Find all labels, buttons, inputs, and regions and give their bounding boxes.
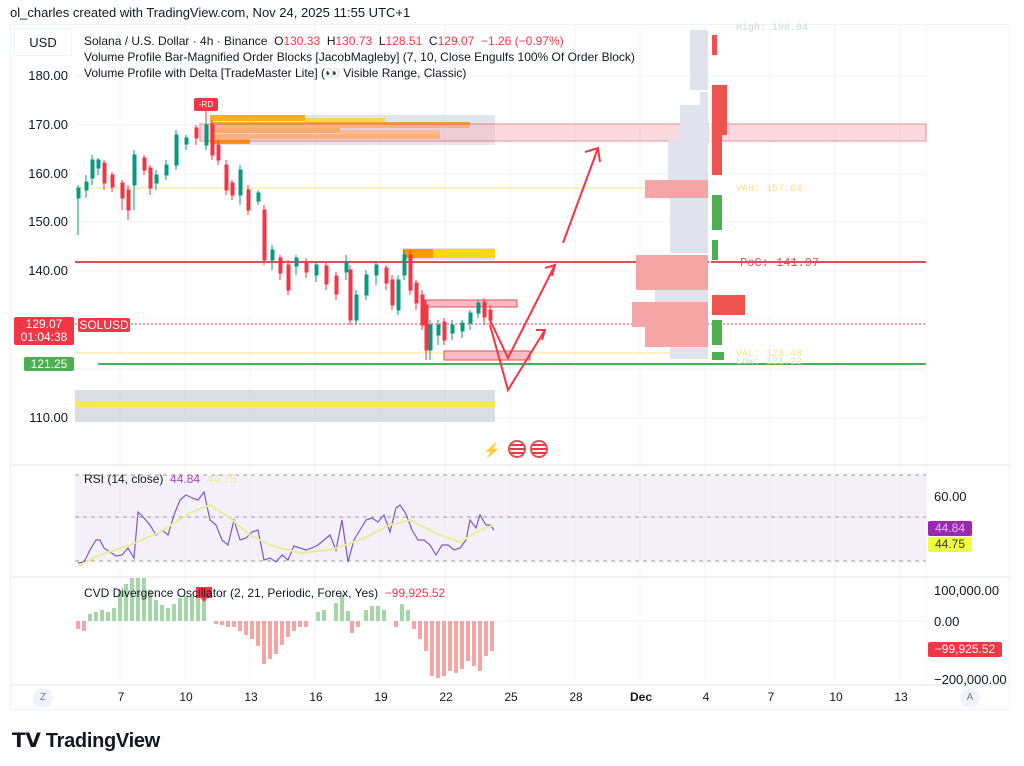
- tv-logo-icon: 𝗧𝗩: [12, 730, 46, 752]
- time-tick: 28: [569, 690, 583, 704]
- volume-delta: [712, 35, 745, 360]
- time-tick: 7: [117, 690, 125, 704]
- price-tick: 140.00: [28, 263, 68, 278]
- change-value: −1.26 (−0.97%): [480, 34, 564, 48]
- tradingview-logo: 𝗧𝗩 TradingView: [12, 730, 160, 752]
- rsi-axis-tick: 60.00: [934, 489, 967, 504]
- price-tick: 160.00: [28, 166, 68, 181]
- rsi-value: 44.84: [170, 472, 201, 486]
- vp-high-label: High: 190.04: [736, 22, 808, 34]
- cvd-axis-tick: 100,000.00: [934, 583, 1000, 598]
- time-tick: 7: [767, 690, 775, 704]
- rsi-value-tag: 44.84: [928, 521, 972, 536]
- price-tick: 150.00: [28, 214, 68, 229]
- ticker-tag: SOLUSD: [78, 318, 130, 332]
- symbol-title: Solana / U.S. Dollar · 4h · Binance: [84, 34, 268, 48]
- time-tick: 10: [179, 690, 193, 704]
- resistance-zone: [199, 123, 927, 142]
- cvd-divergence-marker: [196, 587, 212, 602]
- time-tick: 13: [894, 690, 908, 704]
- price-tick: 110.00: [29, 410, 68, 425]
- indicator-legend-2[interactable]: Volume Profile with Delta [TradeMaster L…: [84, 66, 467, 80]
- cvd-value-tag: −99,925.52: [928, 642, 1002, 657]
- cvd-legend[interactable]: CVD Divergence Oscillator (2, 21, Period…: [84, 586, 446, 600]
- rsi-ma-value: 44.75: [206, 472, 237, 486]
- symbol-legend[interactable]: Solana / U.S. Dollar · 4h · Binance O130…: [84, 34, 564, 48]
- candles: [76, 120, 493, 360]
- us-flag-event-icon[interactable]: [530, 440, 548, 458]
- cvd-axis-tick: 0.00: [934, 614, 960, 629]
- us-flag-event-icon[interactable]: [508, 440, 526, 458]
- price-tick: 170.00: [28, 117, 68, 132]
- rd-label-bg: [194, 98, 218, 111]
- time-tick: 25: [504, 690, 518, 704]
- demand-zone: [443, 350, 531, 361]
- price-tick: 180.00: [28, 68, 68, 83]
- rd-label: -RD: [198, 100, 214, 109]
- indicator-legend-1[interactable]: Volume Profile Bar-Magnified Order Block…: [84, 50, 635, 64]
- bar-countdown: 01:04:38: [20, 330, 68, 344]
- lightning-event-icon[interactable]: ⚡: [483, 442, 501, 458]
- rsi-line: [77, 490, 495, 564]
- chart-credit: ol_charles created with TradingView.com,…: [10, 5, 411, 20]
- time-tick: 16: [309, 690, 323, 704]
- vp-vah-label: VAH: 157.04: [736, 184, 802, 195]
- time-axis-left-button[interactable]: Z: [33, 688, 53, 708]
- rsi-legend[interactable]: RSI (14, close) 44.84 44.75: [84, 472, 237, 486]
- time-tick-month: Dec: [629, 690, 652, 704]
- cvd-value: −99,925.52: [384, 586, 446, 600]
- vp-low-label: Low: 121.22: [736, 357, 802, 368]
- rsi-ma-line: [77, 503, 495, 567]
- time-tick: 10: [829, 690, 843, 704]
- last-price-tag: 129.07 01:04:38: [14, 317, 74, 345]
- volume-profile: [632, 30, 708, 359]
- cvd-histogram: [75, 578, 926, 678]
- rsi-band: [75, 475, 926, 561]
- supply-zone: [424, 299, 518, 308]
- time-tick: 4: [702, 690, 710, 704]
- support-price-tag: 121.25: [24, 357, 74, 371]
- currency-button[interactable]: USD: [14, 28, 72, 56]
- projection-arrows: [489, 146, 601, 393]
- rsi-ma-tag: 44.75: [928, 537, 972, 552]
- time-tick: 19: [374, 690, 388, 704]
- auto-scale-button[interactable]: A: [960, 688, 980, 708]
- cvd-axis-tick: −200,000.00: [934, 672, 1007, 687]
- vp-val-label: VAL: 123.48: [736, 349, 802, 360]
- time-tick: 13: [244, 690, 258, 704]
- vp-poc-label: PoC: 141.97: [740, 256, 819, 270]
- time-tick: 22: [439, 690, 453, 704]
